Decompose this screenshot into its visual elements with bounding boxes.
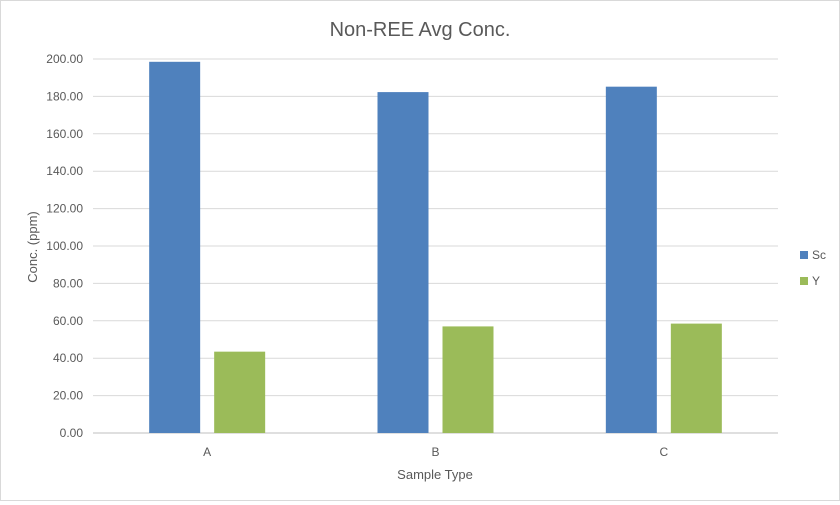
y-tick-label: 0.00: [60, 426, 84, 440]
legend-label-y: Y: [812, 274, 820, 288]
x-tick-label: C: [659, 445, 668, 459]
y-tick-label: 60.00: [53, 314, 83, 328]
x-tick-label: A: [203, 445, 211, 459]
y-tick-label: 160.00: [46, 127, 83, 141]
legend-label-sc: Sc: [812, 248, 826, 262]
y-tick-label: 20.00: [53, 389, 83, 403]
x-tick-labels: A B C: [203, 445, 668, 459]
legend: Sc Y: [800, 248, 826, 288]
bar-sc-b: [377, 92, 429, 433]
y-tick-label: 80.00: [53, 276, 83, 290]
y-tick-label: 180.00: [46, 89, 83, 103]
bar-y-c: [670, 323, 722, 433]
bars: [149, 61, 722, 434]
bar-y-b: [442, 326, 494, 433]
x-tick-label: B: [431, 445, 439, 459]
y-tick-label: 140.00: [46, 164, 83, 178]
y-tick-label: 100.00: [46, 239, 83, 253]
y-tick-label: 120.00: [46, 202, 83, 216]
legend-swatch-y: [800, 277, 808, 285]
x-axis-label: Sample Type: [397, 467, 473, 482]
bar-sc-a: [149, 61, 201, 434]
y-tick-label: 40.00: [53, 351, 83, 365]
bar-y-a: [214, 351, 266, 433]
y-tick-label: 200.00: [46, 52, 83, 66]
gridlines: [93, 58, 778, 434]
legend-swatch-sc: [800, 251, 808, 259]
y-tick-labels: 0.00 20.00 40.00 60.00 80.00 100.00 120.00 140.…: [46, 52, 83, 440]
bar-sc-c: [605, 86, 657, 434]
chart-title: Non-REE Avg Conc.: [330, 19, 511, 41]
y-axis-label: Conc. (ppm): [25, 211, 40, 283]
